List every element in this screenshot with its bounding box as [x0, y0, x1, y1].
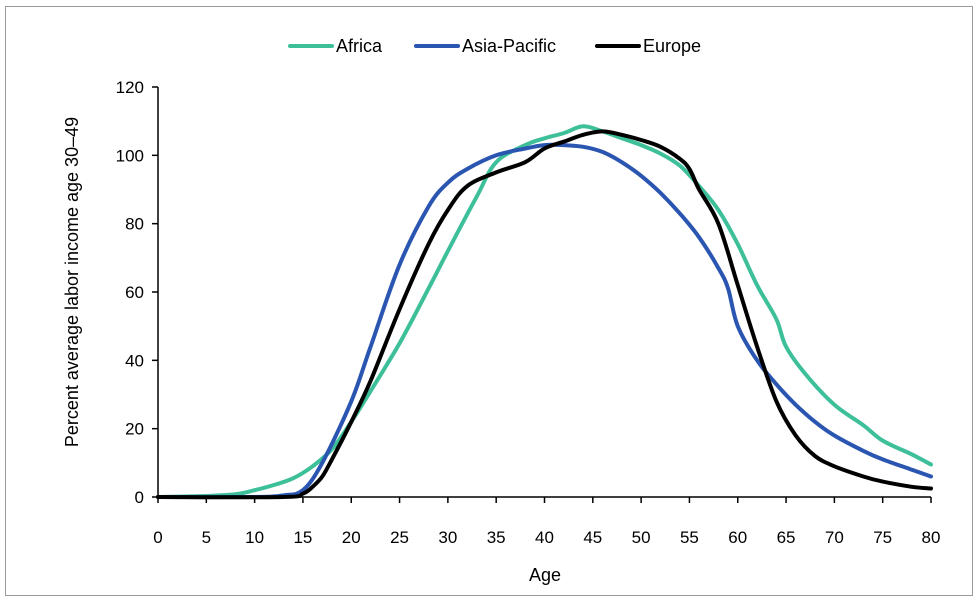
y-axis-title: Percent average labor income age 30–49	[62, 117, 82, 447]
x-tick-label: 5	[202, 528, 211, 547]
x-tick-label: 45	[583, 528, 602, 547]
x-axis-title: Age	[529, 565, 561, 585]
series-line-africa	[156, 124, 933, 499]
plot-area	[156, 124, 933, 500]
y-tick-label: 40	[125, 351, 144, 370]
y-tick-label: 60	[125, 283, 144, 302]
x-tick-label: 50	[632, 528, 651, 547]
x-tick-label: 55	[680, 528, 699, 547]
x-tick-label: 70	[825, 528, 844, 547]
y-tick-label: 80	[125, 215, 144, 234]
y-tick-label: 100	[116, 146, 144, 165]
y-tick-label: 120	[116, 78, 144, 97]
x-tick-label: 25	[390, 528, 409, 547]
x-tick-label: 40	[535, 528, 554, 547]
x-tick-label: 15	[293, 528, 312, 547]
legend-label-asia-pacific: Asia-Pacific	[462, 36, 556, 56]
x-tick-label: 10	[245, 528, 264, 547]
x-tick-label: 80	[922, 528, 941, 547]
series-line-asia-pacific	[156, 142, 933, 500]
x-tick-label: 75	[873, 528, 892, 547]
x-tick-label: 60	[728, 528, 747, 547]
x-tick-label: 0	[153, 528, 162, 547]
x-tick-label: 65	[777, 528, 796, 547]
legend-label-africa: Africa	[336, 36, 383, 56]
x-tick-label: 35	[487, 528, 506, 547]
y-tick-label: 20	[125, 420, 144, 439]
x-tick-label: 30	[438, 528, 457, 547]
legend: Africa Asia-Pacific Europe	[288, 36, 701, 56]
x-tick-label: 20	[342, 528, 361, 547]
y-tick-label: 0	[135, 488, 144, 507]
legend-label-europe: Europe	[643, 36, 701, 56]
series-line-europe	[156, 129, 933, 500]
